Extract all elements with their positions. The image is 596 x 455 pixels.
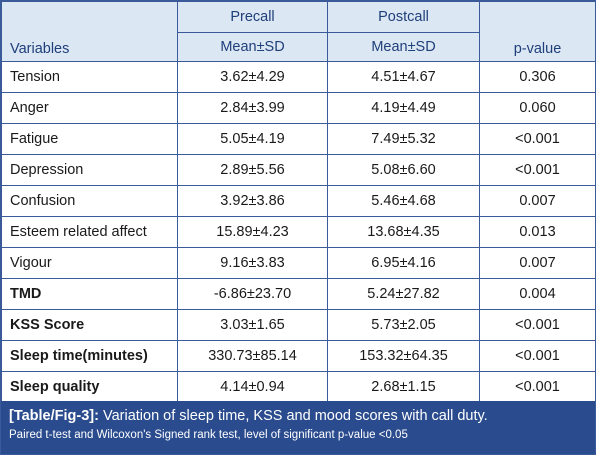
- row-pvalue: 0.007: [479, 185, 596, 217]
- row-precall-value: 4.14±0.94: [177, 371, 328, 403]
- table-row: Sleep time(minutes) 330.73±85.14 153.32±64…: [1, 340, 596, 372]
- row-postcall-value: 5.08±6.60: [327, 154, 480, 186]
- caption-text: Variation of sleep time, KSS and mood sc…: [98, 408, 488, 424]
- row-variable: Vigour: [1, 247, 178, 279]
- row-pvalue: 0.004: [479, 278, 596, 310]
- header-precall: Precall: [177, 1, 328, 33]
- header-pvalue: p-value: [479, 1, 596, 62]
- row-postcall-value: 5.73±2.05: [327, 309, 480, 341]
- row-variable: KSS Score: [1, 309, 178, 341]
- table-caption: [Table/Fig-3]: Variation of sleep time, …: [1, 401, 595, 454]
- row-postcall-value: 13.68±4.35: [327, 216, 480, 248]
- caption-note: Paired t-test and Wilcoxon's Signed rank…: [9, 429, 408, 441]
- row-postcall-value: 5.46±4.68: [327, 185, 480, 217]
- row-precall-value: 3.03±1.65: [177, 309, 328, 341]
- row-variable: Esteem related affect: [1, 216, 178, 248]
- row-variable: Confusion: [1, 185, 178, 217]
- table-body: Tension 3.62±4.29 4.51±4.67 0.306 Anger 2.84±…: [1, 61, 596, 403]
- header-precall-meansd: Mean±SD: [177, 32, 328, 62]
- header-row-1: Variables Precall Postcall p-value: [1, 1, 596, 62]
- header-row-2: Mean±SD Mean±SD: [2, 32, 596, 62]
- row-pvalue: <0.001: [479, 309, 596, 341]
- header-postcall: Postcall: [327, 1, 480, 33]
- header-variables: Variables: [1, 1, 178, 62]
- row-precall-value: 2.84±3.99: [177, 92, 328, 124]
- row-variable: Tension: [1, 61, 178, 93]
- table-row: Depression 2.89±5.56 5.08±6.60 <0.001: [1, 154, 596, 186]
- row-postcall-value: 7.49±5.32: [327, 123, 480, 155]
- row-pvalue: 0.060: [479, 92, 596, 124]
- row-postcall-value: 6.95±4.16: [327, 247, 480, 279]
- table-row: Sleep quality 4.14±0.94 2.68±1.15 <0.001: [1, 371, 596, 403]
- row-pvalue: <0.001: [479, 371, 596, 403]
- table-row: KSS Score 3.03±1.65 5.73±2.05 <0.001: [1, 309, 596, 341]
- table-row: Fatigue 5.05±4.19 7.49±5.32 <0.001: [1, 123, 596, 155]
- row-precall-value: -6.86±23.70: [177, 278, 328, 310]
- row-postcall-value: 4.51±4.67: [327, 61, 480, 93]
- row-postcall-value: 153.32±64.35: [327, 340, 480, 372]
- header-postcall-meansd: Mean±SD: [327, 32, 480, 62]
- caption-title: [Table/Fig-3]: Variation of sleep time, …: [9, 407, 587, 426]
- row-pvalue: <0.001: [479, 154, 596, 186]
- row-precall-value: 15.89±4.23: [177, 216, 328, 248]
- row-variable: Sleep time(minutes): [1, 340, 178, 372]
- table-row: Tension 3.62±4.29 4.51±4.67 0.306: [1, 61, 596, 93]
- row-variable: Depression: [1, 154, 178, 186]
- row-variable: TMD: [1, 278, 178, 310]
- results-table: Variables Precall Postcall p-value Mean±…: [1, 1, 596, 403]
- row-pvalue: 0.007: [479, 247, 596, 279]
- row-variable: Sleep quality: [1, 371, 178, 403]
- row-precall-value: 5.05±4.19: [177, 123, 328, 155]
- table-row: Anger 2.84±3.99 4.19±4.49 0.060: [1, 92, 596, 124]
- row-precall-value: 2.89±5.56: [177, 154, 328, 186]
- row-precall-value: 3.62±4.29: [177, 61, 328, 93]
- table-row: TMD -6.86±23.70 5.24±27.82 0.004: [1, 278, 596, 310]
- table-row: Vigour 9.16±3.83 6.95±4.16 0.007: [1, 247, 596, 279]
- table-row: Confusion 3.92±3.86 5.46±4.68 0.007: [1, 185, 596, 217]
- row-pvalue: <0.001: [479, 123, 596, 155]
- row-precall-value: 330.73±85.14: [177, 340, 328, 372]
- row-postcall-value: 5.24±27.82: [327, 278, 480, 310]
- row-pvalue: 0.013: [479, 216, 596, 248]
- row-precall-value: 9.16±3.83: [177, 247, 328, 279]
- row-pvalue: 0.306: [479, 61, 596, 93]
- caption-tag: [Table/Fig-3]:: [9, 408, 99, 424]
- row-variable: Fatigue: [1, 123, 178, 155]
- row-pvalue: <0.001: [479, 340, 596, 372]
- row-postcall-value: 4.19±4.49: [327, 92, 480, 124]
- row-variable: Anger: [1, 92, 178, 124]
- row-postcall-value: 2.68±1.15: [327, 371, 480, 403]
- row-precall-value: 3.92±3.86: [177, 185, 328, 217]
- table-row: Esteem related affect 15.89±4.23 13.68±4.3…: [1, 216, 596, 248]
